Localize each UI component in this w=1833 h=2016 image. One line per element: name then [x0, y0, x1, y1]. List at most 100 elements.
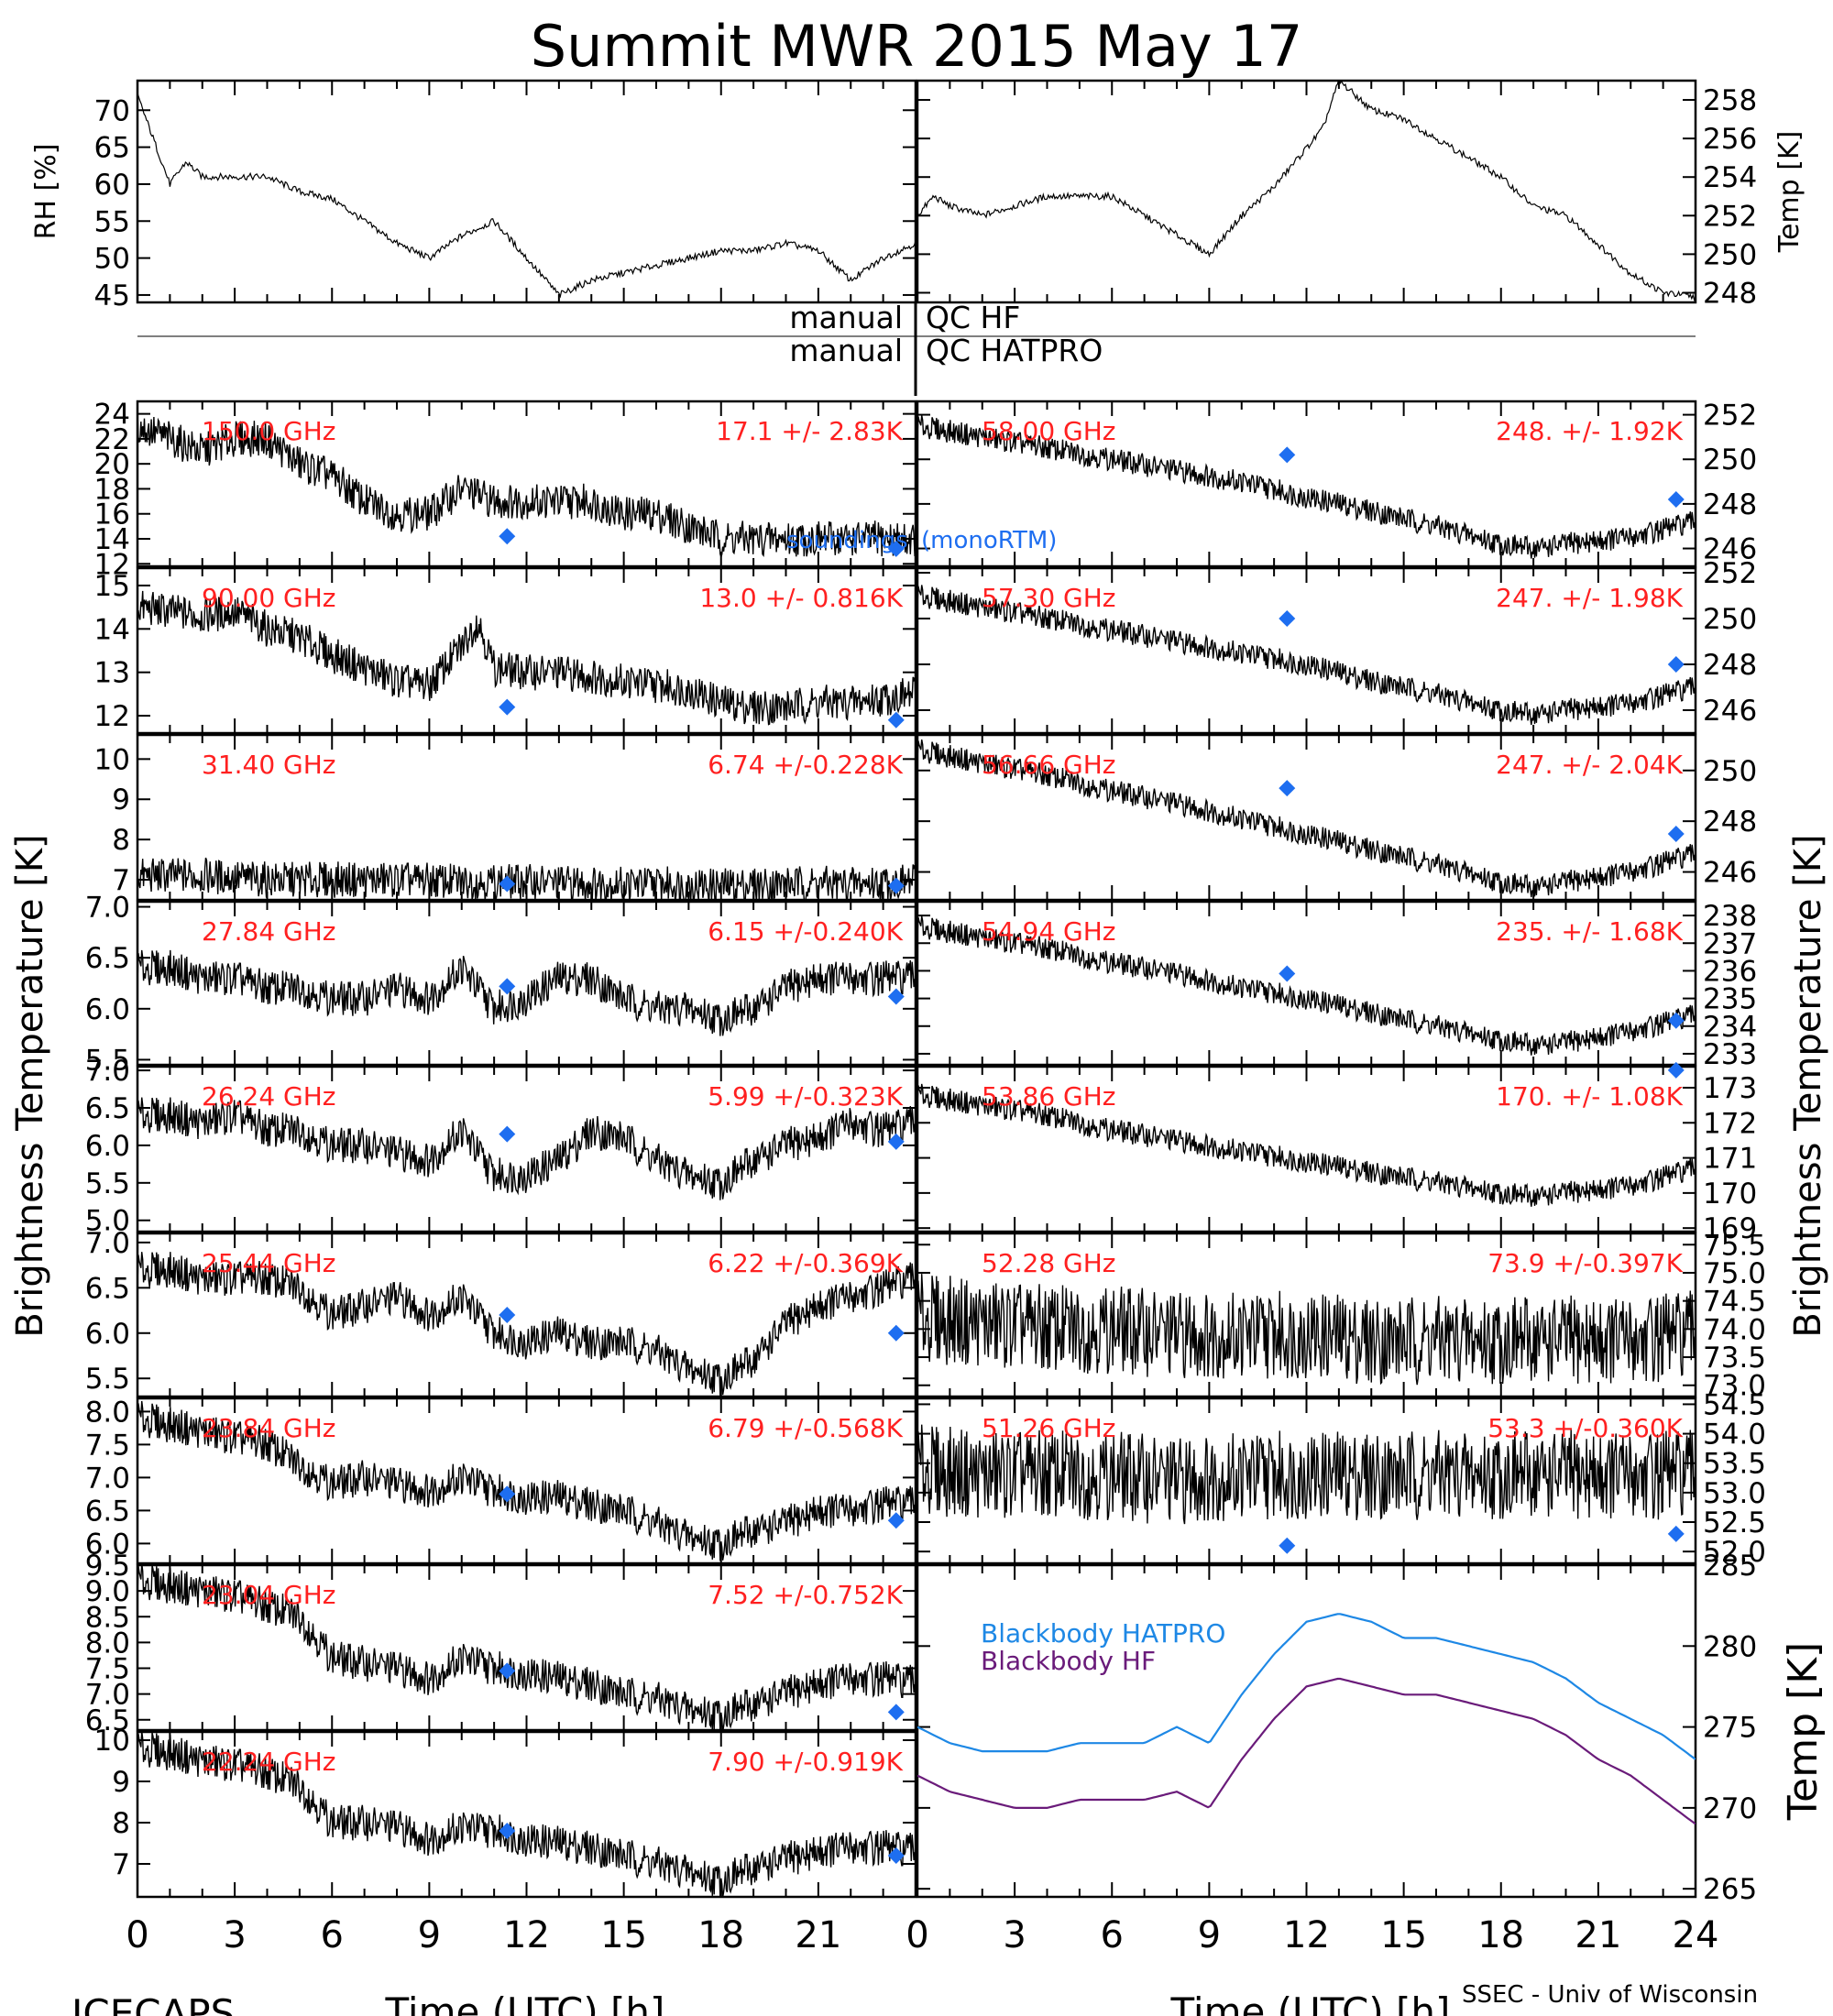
y-tick-label: 246: [1703, 533, 1757, 566]
y-tick-label: 248: [1703, 805, 1757, 838]
panel-frame: [916, 1563, 1697, 1899]
sounding-marker: [1279, 965, 1296, 982]
x-tick-label: 15: [600, 1914, 647, 1956]
y-tick-label: 74.5: [1703, 1286, 1766, 1319]
xlabel-right: Time (UTC) [h]: [1170, 1989, 1451, 2016]
channel-label: 150.0 GHz: [202, 416, 336, 446]
data-trace: [917, 1083, 1696, 1207]
y-tick-label: 248: [1703, 488, 1757, 521]
plot-area: [917, 739, 1696, 898]
sounding-marker: [887, 1324, 905, 1342]
x-tick-label: 15: [1380, 1914, 1427, 1956]
channel-label: 25.44 GHz: [202, 1248, 336, 1278]
legend-soundings: soundings: [786, 527, 908, 554]
data-trace: [917, 585, 1696, 726]
x-tick-label: 21: [795, 1914, 841, 1956]
y-tick-label: 252: [1703, 557, 1757, 590]
channel-label: 26.24 GHz: [202, 1081, 336, 1112]
sounding-marker: [499, 1485, 516, 1503]
qc-hatpro-right: QC HATPRO: [926, 333, 1103, 368]
panel-ch90: 12 13 14 15 90.00 GHz 13.0 +/- 0.816K: [94, 566, 917, 735]
channel-stat: 73.9 +/-0.397K: [1487, 1248, 1683, 1278]
y-tick-label: 248: [1703, 277, 1757, 310]
data-trace: [137, 1097, 916, 1200]
y-tick-label: 9: [112, 783, 130, 816]
sounding-marker: [887, 540, 905, 557]
y-tick-label: 8.0: [85, 1627, 130, 1660]
y-tick-label: 238: [1703, 900, 1757, 933]
y-tick-label: 235: [1703, 983, 1757, 1016]
data-trace: [137, 590, 916, 726]
panel-ch5800: 246 248 250 252 58.00 GHz 248. +/- 1.92K: [916, 400, 1757, 568]
y-tick-label: 258: [1703, 84, 1757, 117]
sounding-marker: [887, 988, 905, 1005]
y-tick-label: 75.0: [1703, 1257, 1766, 1290]
y-axis-label: Temp [K]: [1780, 1642, 1827, 1821]
y-tick-label: 250: [1703, 238, 1757, 271]
panel-blackbody: 265 270 275 280 285 Temp [K]: [916, 1550, 1827, 1906]
sounding-marker: [887, 877, 905, 894]
channel-label: 31.40 GHz: [202, 750, 336, 780]
panel-ch5666: 246 248 250 56.66 GHz 247. +/- 2.04K: [916, 733, 1757, 902]
y-tick-label: 5.0: [85, 1205, 130, 1238]
y-tick-label: 10: [94, 1725, 130, 1758]
y-tick-label: 6.0: [85, 993, 130, 1026]
y-tick-label: 236: [1703, 955, 1757, 988]
sounding-marker: [1279, 1537, 1296, 1554]
data-trace: [917, 81, 1696, 301]
panel-frame: [136, 79, 917, 304]
data-trace: [917, 1274, 1696, 1386]
y-tick-label: 8: [112, 1807, 130, 1840]
y-tick-label: 60: [94, 169, 130, 202]
y-tick-label: 252: [1703, 200, 1757, 233]
sounding-marker: [1667, 1061, 1685, 1079]
y-tick-label: 280: [1703, 1630, 1757, 1663]
x-tick-label: 3: [223, 1914, 246, 1956]
panel-ch5228: 73.073.574.074.575.075.5 52.28 GHz 73.9 +/…: [916, 1229, 1766, 1403]
y-tick-label: 8.5: [85, 1601, 130, 1634]
y-tick-label: 52.5: [1703, 1507, 1766, 1539]
plot-area: [137, 1097, 916, 1200]
data-trace: [917, 1424, 1696, 1525]
plot-area: [917, 414, 1696, 559]
channel-stat: 6.22 +/-0.369K: [708, 1248, 903, 1278]
data-trace: [137, 1565, 916, 1730]
sounding-marker: [1279, 780, 1296, 797]
sounding-marker: [1667, 1012, 1685, 1029]
x-tick-label: 24: [1673, 1914, 1719, 1956]
panel-ch31: 7 8 9 10 31.40 GHz 6.74 +/-0.228K: [94, 733, 917, 902]
x-tick-label: 3: [1003, 1914, 1026, 1956]
plot-area: [137, 949, 916, 1036]
sounding-marker: [499, 1125, 516, 1143]
channel-stat: 170. +/- 1.08K: [1496, 1081, 1683, 1112]
plot-area: [137, 590, 916, 726]
plot-area: [137, 93, 916, 299]
panel-ch2544: 5.5 6.0 6.5 7.0 25.44 GHz 6.22 +/-0.369K: [85, 1227, 917, 1398]
channel-stat: 17.1 +/- 2.83K: [716, 416, 903, 446]
y-tick-label: 246: [1703, 695, 1757, 728]
x-tick-label: 18: [1477, 1914, 1524, 1956]
sounding-marker: [1279, 610, 1296, 627]
x-tick-label: 0: [906, 1914, 928, 1956]
y-axis-label: RH [%]: [30, 144, 62, 240]
y-tick-label: 7.0: [85, 1227, 130, 1260]
sounding-marker: [499, 1662, 516, 1680]
channel-label: 90.00 GHz: [202, 583, 336, 613]
y-tick-label: 234: [1703, 1011, 1757, 1044]
y-tick-label: 7.0: [85, 1679, 130, 1712]
channel-stat: 235. +/- 1.68K: [1496, 916, 1683, 947]
x-tick-label: 9: [1198, 1914, 1221, 1956]
y-tick-label: 7: [112, 864, 130, 897]
y-tick-label: 53.5: [1703, 1448, 1766, 1481]
y-tick-label: 24: [94, 399, 130, 432]
plot-area: [137, 1252, 916, 1396]
plot-area: [137, 1400, 916, 1561]
plot-area: [917, 1424, 1696, 1525]
channel-label: 52.28 GHz: [982, 1248, 1116, 1278]
y-tick-label: 54.5: [1703, 1388, 1766, 1421]
sounding-marker: [887, 1133, 905, 1150]
sounding-marker: [1667, 826, 1685, 842]
y-tick-label: 5.5: [85, 1167, 130, 1200]
y-tick-label: 9: [112, 1766, 130, 1799]
